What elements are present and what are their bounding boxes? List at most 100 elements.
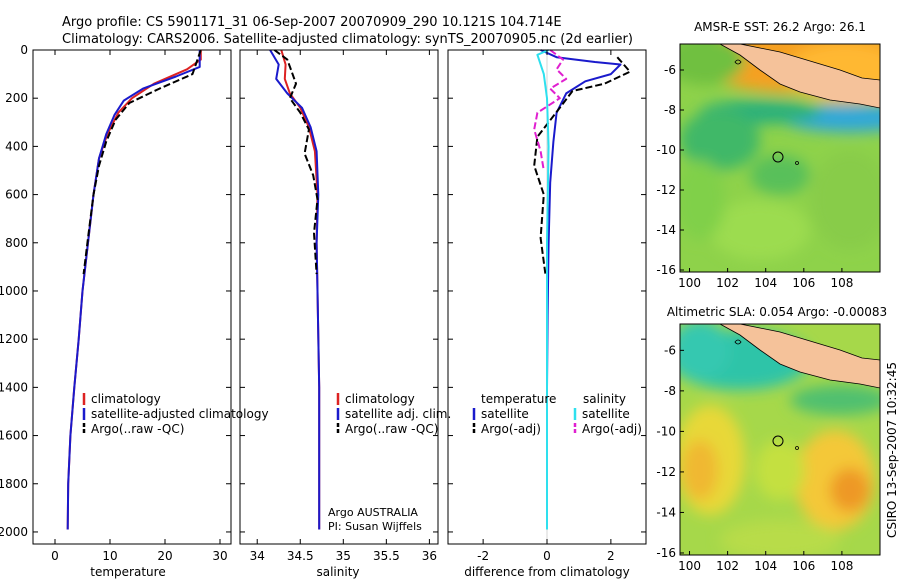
- series-line-climatology: [280, 49, 321, 530]
- java-coastline: [719, 44, 880, 109]
- difference-panel: -2 0 2 difference from climatology tempera…: [447, 49, 647, 579]
- map-x-tick-label: 108: [830, 276, 853, 290]
- temperature-ticks: 0 10 20 30 0 200 400 600 800 1000 1200 1400 1600 1800…: [0, 43, 231, 563]
- map-y-tick-label: -10: [656, 143, 676, 157]
- y-tick-label: 1200: [0, 332, 28, 346]
- sst-map-panel: AMSR-E SST: 26.2 Argo: 26.1 100 102 104 106…: [656, 20, 881, 290]
- map-y-tick-label: -6: [664, 343, 676, 357]
- map-y-tick-label: -12: [656, 183, 676, 197]
- y-tick-label: 200: [5, 91, 28, 105]
- sst-map-title: AMSR-E SST: 26.2 Argo: 26.1: [694, 20, 866, 34]
- x-tick-label: 36: [422, 549, 437, 563]
- salinity-legend: climatology satellite adj. clim. Argo(..…: [336, 392, 451, 436]
- pi-annotation: PI: Susan Wijffels: [328, 520, 422, 533]
- series-line-satellite-adjusted-climatology: [66, 50, 201, 530]
- map-x-tick-label: 104: [754, 276, 777, 290]
- sla-map-image: [680, 324, 880, 555]
- x-tick-label: 30: [212, 549, 227, 563]
- sla-map-title: Altimetric SLA: 0.054 Argo: -0.00083: [667, 305, 887, 319]
- map-y-tick-label: -10: [656, 424, 676, 438]
- salinity-panel: 34 34.5 35 35.5 36 salinity climatology sate…: [239, 49, 451, 579]
- sla-map-ticks: 100 102 104 106 108 -6 -8 -10 -12 -14 -16: [656, 343, 853, 573]
- map-x-tick-label: 102: [716, 276, 739, 290]
- series-line-argo-raw-qc: [273, 49, 319, 275]
- side-timestamp: CSIRO 13-Sep-2007 10:32:45: [885, 362, 899, 538]
- legend-title-salinity: salinity: [583, 392, 626, 406]
- map-x-tick-label: 106: [792, 559, 815, 573]
- map-y-tick-label: -12: [656, 465, 676, 479]
- christmas-island: [795, 446, 799, 450]
- legend-label-satellite: satellite-adjusted climatology: [91, 407, 269, 421]
- legend-label-climatology: climatology: [345, 392, 415, 406]
- temperature-panel: 0 10 20 30 0 200 400 600 800 1000 1200 1400 1600 1800…: [0, 43, 269, 579]
- y-tick-label: 400: [5, 139, 28, 153]
- series-line-salinity-argo-adj: [533, 49, 568, 171]
- y-tick-label: 0: [20, 43, 28, 57]
- difference-legend: temperature salinity satellite Argo(-adj…: [472, 392, 642, 436]
- y-tick-label: 1000: [0, 284, 28, 298]
- sla-map-panel: Altimetric SLA: 0.054 Argo: -0.00083 100…: [656, 305, 887, 573]
- difference-xlabel: difference from climatology: [464, 565, 630, 579]
- legend-label-satellite: satellite adj. clim.: [345, 407, 451, 421]
- map-x-tick-label: 106: [792, 276, 815, 290]
- sst-map-frame: [679, 43, 881, 273]
- map-y-tick-label: -16: [656, 263, 676, 277]
- christmas-island: [795, 161, 799, 165]
- x-tick-label: -2: [477, 549, 489, 563]
- series-line-salinity-satellite: [536, 49, 550, 530]
- x-tick-label: 20: [157, 549, 172, 563]
- difference-ticks: -2 0 2: [448, 49, 646, 563]
- map-y-tick-label: -14: [656, 505, 676, 519]
- legend-label-sal-satellite: satellite: [582, 407, 630, 421]
- map-y-tick-label: -6: [664, 63, 676, 77]
- x-tick-label: 10: [102, 549, 117, 563]
- series-line-climatology: [66, 50, 202, 530]
- sst-map-ticks: 100 102 104 106 108 -6 -8 -10 -12 -14 -16: [656, 63, 853, 290]
- salinity-xlabel: salinity: [316, 565, 359, 579]
- salinity-axes-frame: [239, 49, 439, 545]
- argo-program-annotation: Argo AUSTRALIA: [328, 506, 418, 519]
- figure-title-line2: Climatology: CARS2006. Satellite-adjuste…: [62, 32, 633, 47]
- map-x-tick-label: 102: [716, 559, 739, 573]
- series-line-temperature-satellite: [540, 49, 622, 530]
- legend-label-temp-argo: Argo(-adj): [481, 422, 541, 436]
- y-tick-label: 2000: [0, 525, 28, 539]
- temperature-series: [66, 49, 202, 530]
- sst-map-image: [680, 44, 880, 272]
- x-tick-label: 0: [51, 549, 59, 563]
- legend-label-argo: Argo(..raw -QC): [345, 422, 438, 436]
- x-tick-label: 0: [543, 549, 551, 563]
- difference-series: [533, 49, 631, 544]
- y-tick-label: 800: [5, 236, 28, 250]
- map-y-tick-label: -16: [656, 546, 676, 560]
- map-x-tick-label: 100: [678, 559, 701, 573]
- legend-label-argo: Argo(..raw -QC): [91, 422, 184, 436]
- series-line-temperature-argo-adj: [533, 56, 631, 275]
- salinity-ticks: 34 34.5 35 35.5 36: [240, 49, 438, 563]
- y-tick-label: 1600: [0, 429, 28, 443]
- y-tick-label: 600: [5, 188, 28, 202]
- island-outline: [734, 59, 742, 65]
- map-y-tick-label: -8: [664, 103, 676, 117]
- legend-label-temp-satellite: satellite: [481, 407, 529, 421]
- figure-title-line1: Argo profile: CS 5901171_31 06-Sep-2007 …: [62, 15, 562, 30]
- argo-float-marker: [772, 435, 784, 447]
- map-y-tick-label: -14: [656, 223, 676, 237]
- y-tick-label: 1400: [0, 380, 28, 394]
- legend-title-temperature: temperature: [481, 392, 556, 406]
- map-x-tick-label: 108: [830, 559, 853, 573]
- x-tick-label: 34: [250, 549, 265, 563]
- x-tick-label: 35.5: [373, 549, 400, 563]
- legend-label-sal-argo: Argo(-adj): [582, 422, 642, 436]
- salinity-series: [269, 49, 321, 530]
- legend-label-climatology: climatology: [91, 392, 161, 406]
- map-y-tick-label: -8: [664, 384, 676, 398]
- series-line-argo-raw-qc: [82, 49, 202, 275]
- temperature-axes-frame: [32, 49, 232, 545]
- map-x-tick-label: 104: [754, 559, 777, 573]
- argo-float-marker: [772, 151, 784, 163]
- y-tick-label: 1800: [0, 477, 28, 491]
- map-x-tick-label: 100: [678, 276, 701, 290]
- x-tick-label: 35: [336, 549, 351, 563]
